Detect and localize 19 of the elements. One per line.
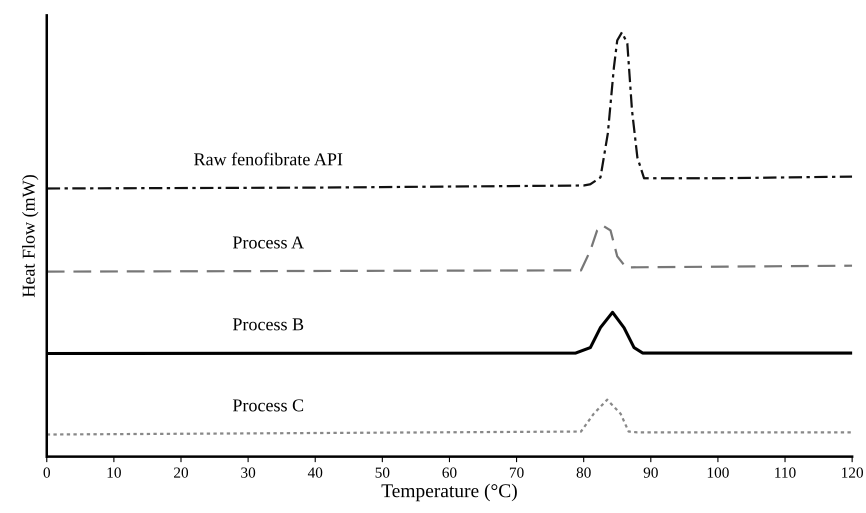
- x-tick-label: 20: [174, 467, 188, 478]
- x-tick-label: 90: [644, 467, 658, 478]
- x-tick-label: 60: [442, 467, 457, 478]
- x-tick-label: 120: [842, 467, 864, 478]
- series-label: Process C: [232, 399, 304, 412]
- series-label: Process B: [232, 318, 304, 330]
- x-tick-label: 10: [108, 467, 121, 478]
- y-axis-title: Heat Flow (mW): [22, 175, 38, 298]
- x-tick-label: 100: [708, 467, 729, 478]
- x-tick-label: 0: [44, 467, 50, 478]
- x-tick-label: 30: [241, 467, 256, 478]
- x-tick-label: 50: [376, 467, 390, 478]
- x-tick-label: 40: [308, 467, 322, 478]
- x-tick-label: 110: [775, 467, 796, 478]
- x-axis-title: Temperature (°C): [382, 484, 517, 502]
- series-label: Process A: [232, 236, 304, 249]
- x-tick-label: 70: [510, 467, 524, 478]
- series-label: Raw fenofibrate API: [194, 152, 342, 166]
- x-tick-label: 80: [576, 467, 591, 478]
